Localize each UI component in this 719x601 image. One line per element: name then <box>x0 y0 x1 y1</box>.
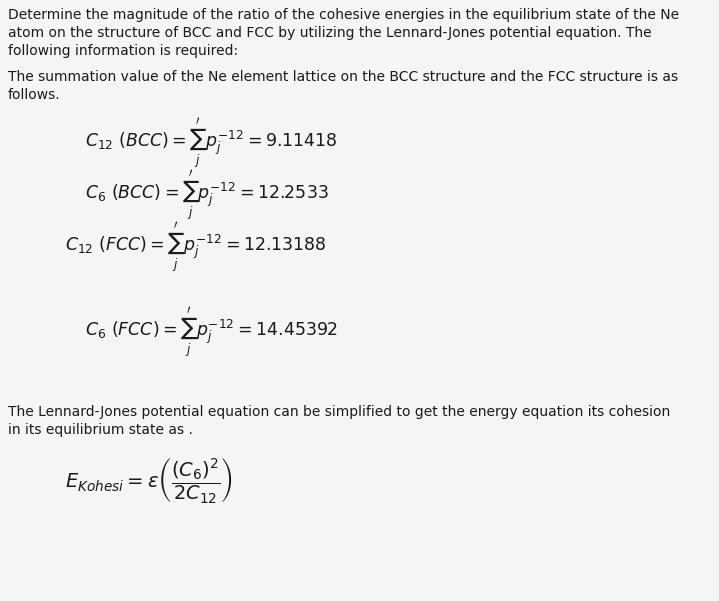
Text: following information is required:: following information is required: <box>8 44 238 58</box>
Text: atom on the structure of BCC and FCC by utilizing the Lennard-Jones potential eq: atom on the structure of BCC and FCC by … <box>8 26 651 40</box>
Text: $C_{6}\ (BCC) = \sum_{j}^{\prime} p_j^{-12} = 12.2533$: $C_{6}\ (BCC) = \sum_{j}^{\prime} p_j^{-… <box>85 168 329 222</box>
Text: $C_{12}\ (FCC) = \sum_{j}^{\prime} p_j^{-12} = 12.13188$: $C_{12}\ (FCC) = \sum_{j}^{\prime} p_j^{… <box>65 220 326 275</box>
Text: The Lennard-Jones potential equation can be simplified to get the energy equatio: The Lennard-Jones potential equation can… <box>8 405 670 419</box>
Text: Determine the magnitude of the ratio of the cohesive energies in the equilibrium: Determine the magnitude of the ratio of … <box>8 8 679 22</box>
Text: in its equilibrium state as .: in its equilibrium state as . <box>8 423 193 437</box>
Text: $C_{6}\ (FCC) = \sum_{j}^{\prime} p_j^{-12} = 14.45392$: $C_{6}\ (FCC) = \sum_{j}^{\prime} p_j^{-… <box>85 305 338 359</box>
Text: $E_{Kohesi} = \varepsilon \left(\dfrac{(C_6)^2}{2C_{12}}\right)$: $E_{Kohesi} = \varepsilon \left(\dfrac{(… <box>65 455 233 505</box>
Text: $C_{12}\ (BCC) = \sum_{j}^{\prime} p_j^{-12} = 9.11418$: $C_{12}\ (BCC) = \sum_{j}^{\prime} p_j^{… <box>85 116 338 171</box>
Text: follows.: follows. <box>8 88 60 102</box>
Text: The summation value of the Ne element lattice on the BCC structure and the FCC s: The summation value of the Ne element la… <box>8 70 678 84</box>
